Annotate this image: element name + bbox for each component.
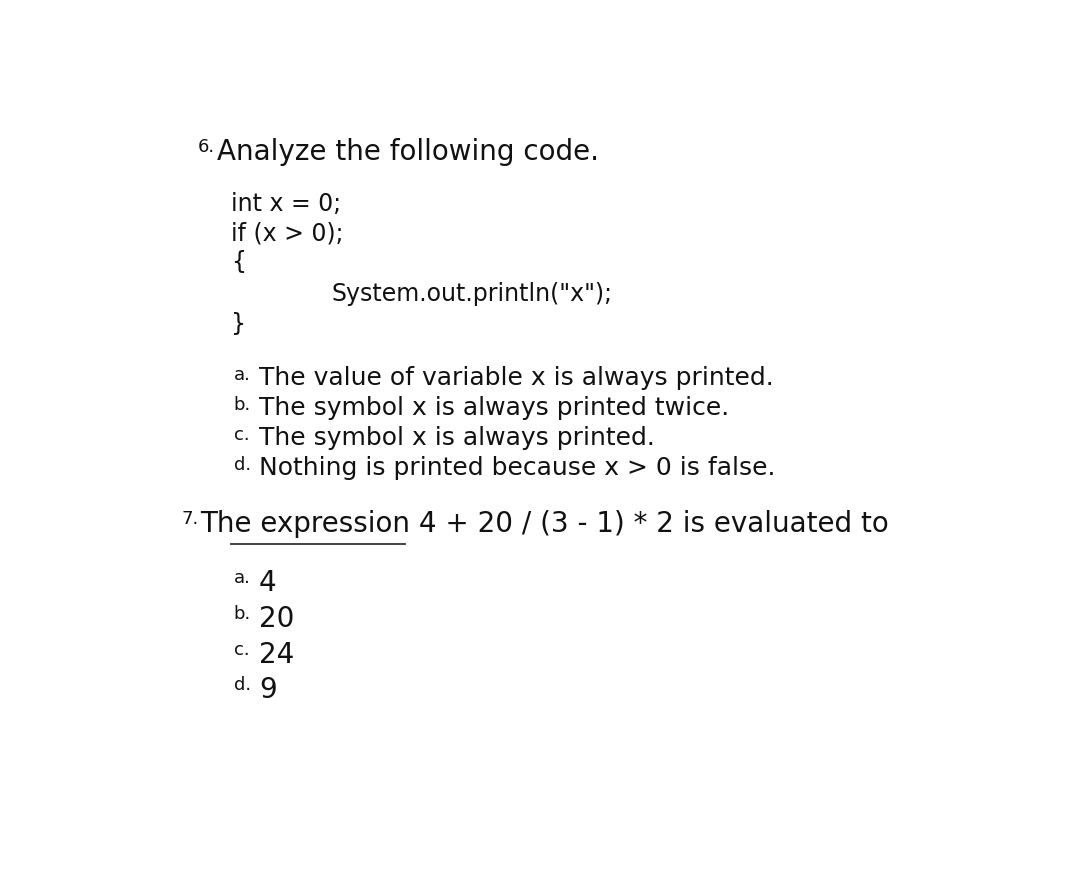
Text: a.: a. — [233, 570, 251, 587]
Text: The expression 4 + 20 / (3 - 1) * 2 is evaluated to: The expression 4 + 20 / (3 - 1) * 2 is e… — [200, 510, 889, 538]
Text: 7.: 7. — [181, 510, 199, 528]
Text: 4: 4 — [259, 570, 276, 597]
Text: b.: b. — [233, 396, 251, 414]
Text: d.: d. — [233, 457, 251, 474]
Text: 24: 24 — [259, 641, 294, 668]
Text: Analyze the following code.: Analyze the following code. — [217, 138, 599, 166]
Text: a.: a. — [233, 366, 251, 384]
Text: The symbol x is always printed.: The symbol x is always printed. — [259, 426, 654, 450]
Text: }: } — [231, 312, 246, 336]
Text: c.: c. — [233, 426, 249, 444]
Text: Nothing is printed because x > 0 is false.: Nothing is printed because x > 0 is fals… — [259, 457, 775, 481]
Text: 20: 20 — [259, 605, 294, 633]
Text: The symbol x is always printed twice.: The symbol x is always printed twice. — [259, 396, 729, 420]
Text: System.out.println("x");: System.out.println("x"); — [332, 281, 612, 305]
Text: if (x > 0);: if (x > 0); — [231, 222, 343, 246]
Text: 6.: 6. — [198, 138, 215, 156]
Text: c.: c. — [233, 641, 249, 659]
Text: d.: d. — [233, 676, 251, 694]
Text: {: { — [231, 250, 246, 274]
Text: b.: b. — [233, 605, 251, 623]
Text: 9: 9 — [259, 676, 276, 704]
Text: int x = 0;: int x = 0; — [231, 192, 341, 216]
Text: The value of variable x is always printed.: The value of variable x is always printe… — [259, 366, 773, 390]
